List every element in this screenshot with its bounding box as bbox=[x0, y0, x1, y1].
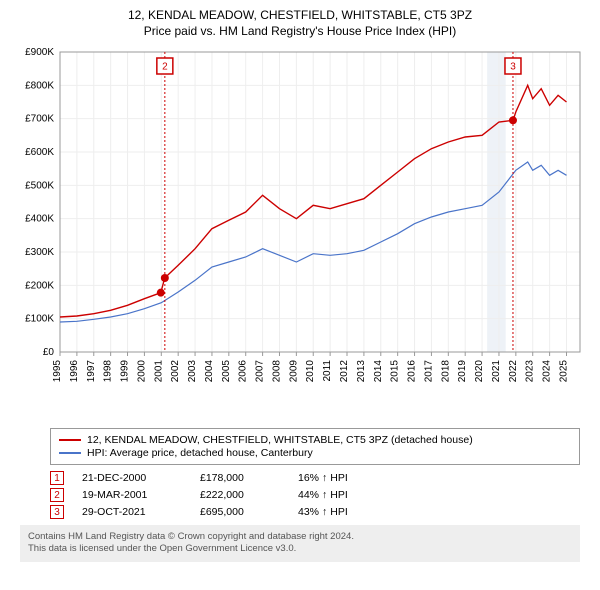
svg-text:£500K: £500K bbox=[25, 180, 54, 191]
event-id-box: 2 bbox=[50, 488, 64, 502]
footer-line-2: This data is licensed under the Open Gov… bbox=[28, 543, 572, 555]
svg-text:2005: 2005 bbox=[221, 360, 232, 383]
legend-label: 12, KENDAL MEADOW, CHESTFIELD, WHITSTABL… bbox=[87, 434, 473, 446]
svg-text:£300K: £300K bbox=[25, 247, 54, 258]
title-line-2: Price paid vs. HM Land Registry's House … bbox=[10, 24, 590, 38]
svg-text:£100K: £100K bbox=[25, 314, 54, 325]
svg-text:2009: 2009 bbox=[288, 360, 299, 383]
svg-text:£200K: £200K bbox=[25, 280, 54, 291]
legend-row: 12, KENDAL MEADOW, CHESTFIELD, WHITSTABL… bbox=[59, 434, 571, 446]
svg-text:2004: 2004 bbox=[204, 360, 215, 383]
legend-label: HPI: Average price, detached house, Cant… bbox=[87, 447, 313, 459]
svg-text:2006: 2006 bbox=[238, 360, 249, 383]
title-line-1: 12, KENDAL MEADOW, CHESTFIELD, WHITSTABL… bbox=[10, 8, 590, 22]
svg-text:2: 2 bbox=[162, 62, 168, 73]
legend-row: HPI: Average price, detached house, Cant… bbox=[59, 447, 571, 459]
legend-swatch bbox=[59, 439, 81, 441]
event-date: 29-OCT-2021 bbox=[82, 506, 182, 518]
event-date: 21-DEC-2000 bbox=[82, 472, 182, 484]
events-table: 1 21-DEC-2000 £178,000 16% ↑ HPI 2 19-MAR-200… bbox=[50, 471, 580, 519]
svg-text:£0: £0 bbox=[43, 347, 55, 358]
chart-titles: 12, KENDAL MEADOW, CHESTFIELD, WHITSTABL… bbox=[10, 8, 590, 38]
svg-text:2011: 2011 bbox=[322, 360, 333, 382]
chart-svg: £0 £100K £200K £300K £400K £500K £600K £700K £80… bbox=[10, 42, 590, 422]
svg-text:2025: 2025 bbox=[558, 360, 569, 383]
event-price: £695,000 bbox=[200, 506, 280, 518]
event-price: £178,000 bbox=[200, 472, 280, 484]
svg-text:£600K: £600K bbox=[25, 147, 54, 158]
svg-text:2018: 2018 bbox=[440, 360, 451, 383]
svg-text:2002: 2002 bbox=[170, 360, 181, 383]
attribution-footer: Contains HM Land Registry data © Crown c… bbox=[20, 525, 580, 562]
event-delta: 44% ↑ HPI bbox=[298, 489, 348, 501]
svg-text:2021: 2021 bbox=[491, 360, 502, 383]
svg-text:2013: 2013 bbox=[356, 360, 367, 383]
chart-area: £0 £100K £200K £300K £400K £500K £600K £700K £80… bbox=[10, 42, 590, 422]
svg-text:1996: 1996 bbox=[69, 360, 80, 383]
svg-text:2014: 2014 bbox=[373, 360, 384, 383]
footer-line-1: Contains HM Land Registry data © Crown c… bbox=[28, 531, 572, 543]
svg-text:1995: 1995 bbox=[52, 360, 63, 383]
event-delta: 16% ↑ HPI bbox=[298, 472, 348, 484]
svg-text:£400K: £400K bbox=[25, 214, 54, 225]
svg-text:2022: 2022 bbox=[508, 360, 519, 383]
svg-text:2023: 2023 bbox=[525, 360, 536, 383]
svg-text:2017: 2017 bbox=[423, 360, 434, 383]
event-row: 1 21-DEC-2000 £178,000 16% ↑ HPI bbox=[50, 471, 580, 485]
svg-text:£700K: £700K bbox=[25, 114, 54, 125]
svg-text:2015: 2015 bbox=[390, 360, 401, 383]
svg-text:2008: 2008 bbox=[271, 360, 282, 383]
legend-swatch bbox=[59, 452, 81, 454]
svg-text:3: 3 bbox=[510, 62, 516, 73]
event-date: 19-MAR-2001 bbox=[82, 489, 182, 501]
svg-text:2010: 2010 bbox=[305, 360, 316, 383]
arrow-up-icon: ↑ bbox=[322, 489, 327, 501]
svg-text:£900K: £900K bbox=[25, 47, 54, 58]
svg-text:2012: 2012 bbox=[339, 360, 350, 383]
svg-text:2000: 2000 bbox=[136, 360, 147, 383]
svg-text:2016: 2016 bbox=[407, 360, 418, 383]
legend: 12, KENDAL MEADOW, CHESTFIELD, WHITSTABL… bbox=[50, 428, 580, 465]
svg-text:1998: 1998 bbox=[103, 360, 114, 383]
event-price: £222,000 bbox=[200, 489, 280, 501]
event-row: 3 29-OCT-2021 £695,000 43% ↑ HPI bbox=[50, 505, 580, 519]
svg-text:2007: 2007 bbox=[255, 360, 266, 383]
event-delta: 43% ↑ HPI bbox=[298, 506, 348, 518]
svg-text:1999: 1999 bbox=[120, 360, 131, 383]
svg-text:1997: 1997 bbox=[86, 360, 97, 383]
svg-text:2024: 2024 bbox=[542, 360, 553, 383]
arrow-up-icon: ↑ bbox=[322, 472, 327, 484]
arrow-up-icon: ↑ bbox=[322, 506, 327, 518]
svg-text:2020: 2020 bbox=[474, 360, 485, 383]
svg-text:2019: 2019 bbox=[457, 360, 468, 383]
event-id-box: 1 bbox=[50, 471, 64, 485]
svg-text:2003: 2003 bbox=[187, 360, 198, 383]
event-id-box: 3 bbox=[50, 505, 64, 519]
svg-text:£800K: £800K bbox=[25, 80, 54, 91]
event-row: 2 19-MAR-2001 £222,000 44% ↑ HPI bbox=[50, 488, 580, 502]
svg-text:2001: 2001 bbox=[153, 360, 164, 383]
